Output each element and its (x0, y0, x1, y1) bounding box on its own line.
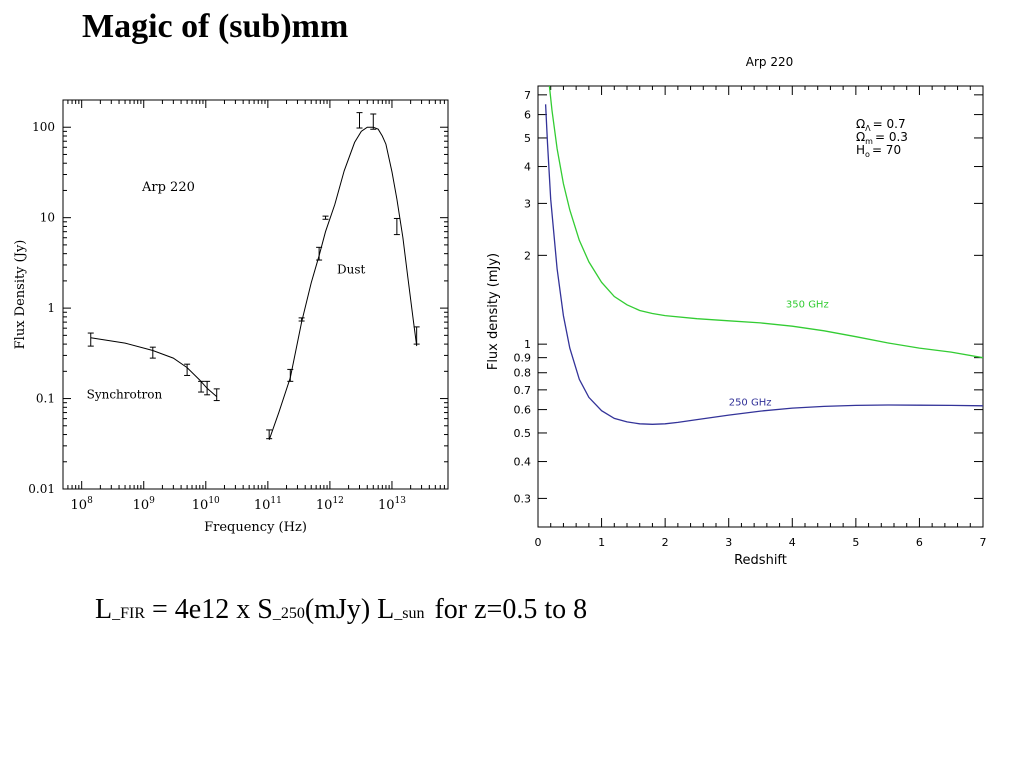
x-tick-label: 7 (980, 536, 987, 549)
y-tick-label: 10 (40, 211, 55, 225)
fit-curve (90, 337, 218, 397)
formula-lfir-sub: _FIR (112, 605, 146, 622)
formula-lfir: L (95, 594, 113, 625)
y-tick-label: 0.3 (514, 492, 532, 505)
data-point (198, 380, 205, 393)
formula-tail: for z=0.5 to 8 (434, 594, 588, 625)
y-axis-label: Flux density (mJy) (486, 253, 501, 370)
slide-title: Magic of (sub)mm (82, 8, 349, 45)
y-tick-label: 0.01 (28, 482, 55, 496)
y-tick-label: 100 (32, 120, 55, 134)
x-tick-label: 6 (916, 536, 923, 549)
cosmology-param: Ho = 70 (856, 143, 901, 159)
data-point (393, 217, 400, 236)
y-tick-label: 4 (524, 161, 531, 174)
data-point (149, 346, 156, 359)
x-tick-label: 1012 (316, 496, 344, 513)
data-point (184, 363, 191, 376)
y-axis-label: Flux Density (Jy) (13, 240, 28, 350)
y-tick-label: 7 (524, 89, 531, 102)
data-point (413, 326, 420, 345)
data-point (322, 215, 329, 220)
data-point (87, 332, 94, 347)
x-tick-label: 1011 (254, 496, 282, 513)
fit-curve (268, 126, 418, 440)
x-axis-label: Frequency (Hz) (204, 520, 307, 535)
formula-lsun-sub: _sun (394, 605, 425, 622)
y-tick-label: 0.8 (514, 367, 532, 380)
series-line (548, 86, 983, 359)
data-point (213, 388, 220, 402)
formula-middle: = 4e12 x S (145, 594, 273, 625)
y-tick-label: 3 (524, 197, 531, 210)
data-point (266, 429, 273, 440)
series-label: 350 GHz (786, 300, 829, 311)
data-point (316, 246, 323, 261)
y-tick-label: 0.5 (514, 427, 532, 440)
data-point (298, 317, 305, 322)
x-tick-label: 1013 (378, 496, 406, 513)
y-tick-label: 5 (524, 132, 531, 145)
x-tick-label: 1010 (192, 496, 220, 513)
y-tick-label: 2 (524, 249, 531, 262)
x-axis-label: Redshift (734, 553, 787, 568)
y-tick-label: 0.9 (514, 352, 532, 365)
formula-s-sub: _250 (272, 605, 305, 622)
series-label: 250 GHz (729, 397, 772, 408)
data-point (204, 380, 211, 396)
x-tick-label: 0 (535, 536, 542, 549)
cosmology-param: Ωm = 0.3 (856, 130, 908, 146)
y-tick-label: 0.6 (514, 404, 532, 417)
y-tick-label: 1 (524, 338, 531, 351)
y-tick-label: 0.1 (36, 392, 55, 406)
x-tick-label: 5 (852, 536, 859, 549)
plot-frame (62, 99, 449, 490)
y-tick-label: 6 (524, 109, 531, 122)
x-tick-label: 109 (133, 496, 156, 513)
chart-annotation-title: Arp 220 (141, 180, 195, 195)
y-tick-label: 0.4 (514, 456, 532, 469)
y-tick-label: 0.7 (514, 384, 532, 397)
x-tick-label: 108 (71, 496, 94, 513)
chart-title: Arp 220 (746, 55, 793, 69)
x-tick-label: 1 (598, 536, 605, 549)
series-line (544, 104, 983, 425)
x-tick-label: 2 (662, 536, 669, 549)
annotation: Synchrotron (87, 388, 163, 402)
data-point (287, 368, 294, 382)
formula-units: (mJy) L (304, 594, 395, 625)
cosmology-param: ΩΛ = 0.7 (856, 117, 906, 133)
y-tick-label: 1 (47, 301, 55, 315)
formula: L_FIR = 4e12 x S_250(mJy) L_sun for z=0.5… (95, 594, 587, 626)
data-point (370, 113, 377, 130)
x-tick-label: 4 (789, 536, 796, 549)
plot-frame (537, 85, 984, 528)
annotation: Dust (337, 263, 366, 277)
x-tick-label: 3 (725, 536, 732, 549)
data-point (356, 112, 363, 129)
